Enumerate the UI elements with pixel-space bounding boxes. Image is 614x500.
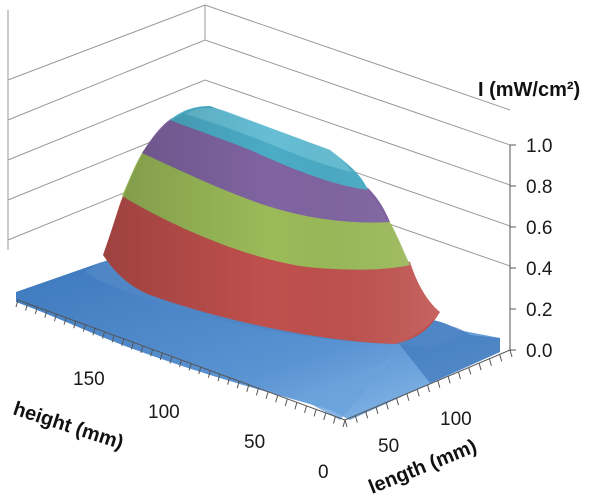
length-tick-mark <box>354 415 358 423</box>
height-tick-mark <box>227 377 231 385</box>
height-tick-mark <box>198 366 202 375</box>
height-tick-mark <box>140 345 144 354</box>
height-tick-mark <box>304 405 308 414</box>
length-tick-mark <box>416 389 420 397</box>
length-tick-mark <box>488 358 492 366</box>
height-tick-mark <box>92 328 96 336</box>
height-axis-labels: 150 100 50 height (mm) <box>10 369 265 454</box>
height-tick-mark <box>130 342 134 350</box>
z-tick-label: 0.6 <box>526 218 552 239</box>
length-tick-label: 0 <box>318 462 329 483</box>
length-tick-mark <box>457 371 461 380</box>
z-axis-title: I (mW/cm²) <box>478 79 580 101</box>
height-tick-mark <box>217 373 221 382</box>
height-tick-mark <box>188 363 192 371</box>
height-tick-mark <box>25 303 29 311</box>
length-tick-mark <box>365 411 369 419</box>
height-tick-mark <box>284 398 288 406</box>
height-tick-mark <box>63 317 67 325</box>
z-tick-label: 0.2 <box>526 300 552 321</box>
height-tick-mark <box>15 299 19 308</box>
height-tick-mark <box>236 381 240 389</box>
height-tick-mark <box>255 388 259 396</box>
height-tick-mark <box>111 335 115 343</box>
surface-base <box>16 262 500 420</box>
height-tick-mark <box>150 349 154 357</box>
height-tick-mark <box>207 370 211 378</box>
height-tick-mark <box>34 306 38 315</box>
length-tick-mark <box>468 367 472 375</box>
length-tick-mark <box>375 406 379 415</box>
z-tick-label: 1.0 <box>526 136 552 157</box>
grid-line-0.8 <box>7 79 511 186</box>
height-tick-mark <box>73 321 77 329</box>
length-tick-mark <box>499 354 503 362</box>
height-tick-mark <box>265 391 269 399</box>
height-tick-mark <box>121 338 125 346</box>
z-tick-label: 0.8 <box>526 177 552 198</box>
length-tick-mark <box>406 393 410 401</box>
z-axis: 0.0 0.2 0.4 0.6 0.8 1.0 I (mW/cm²) <box>478 79 580 362</box>
length-tick-mark <box>385 402 389 410</box>
height-tick-mark <box>275 395 279 403</box>
length-tick-mark <box>447 376 451 384</box>
z-tick-label: 0.0 <box>526 341 552 362</box>
length-tick-mark <box>437 380 441 388</box>
surface-base-groove <box>300 356 395 420</box>
length-tick-mark <box>427 384 430 393</box>
height-tick-mark <box>323 412 327 421</box>
height-tick-mark <box>44 310 48 318</box>
length-tick-mark <box>396 397 400 406</box>
height-axis-title: height (mm) <box>10 398 126 454</box>
height-tick-mark <box>169 356 173 364</box>
height-tick-label: 100 <box>148 402 180 423</box>
z-tick-label: 0.4 <box>526 259 553 280</box>
height-tick-mark <box>82 324 86 332</box>
length-tick-label: 50 <box>378 436 399 457</box>
surface-shading <box>103 106 440 344</box>
length-tick-label: 100 <box>440 409 472 430</box>
height-tick-mark <box>102 331 106 339</box>
floor-axes <box>15 299 513 428</box>
length-tick-mark <box>344 419 348 428</box>
length-tick-mark <box>478 362 482 371</box>
height-tick-mark <box>246 384 250 392</box>
length-tick-mark <box>509 349 513 358</box>
surface <box>16 106 500 420</box>
grid-line-top <box>7 4 511 111</box>
height-tick-mark <box>159 352 163 361</box>
grid-line-1.0 <box>7 39 511 146</box>
height-tick-mark <box>53 313 57 322</box>
height-tick-mark <box>294 402 298 410</box>
height-tick-mark <box>342 419 346 428</box>
height-tick-mark <box>313 409 317 417</box>
height-tick-label: 50 <box>244 432 265 453</box>
height-tick-label: 150 <box>73 369 105 390</box>
height-tick-mark <box>332 416 336 424</box>
length-axis-labels: 0 50 100 length (mm) <box>318 409 480 499</box>
height-tick-mark <box>179 359 182 368</box>
